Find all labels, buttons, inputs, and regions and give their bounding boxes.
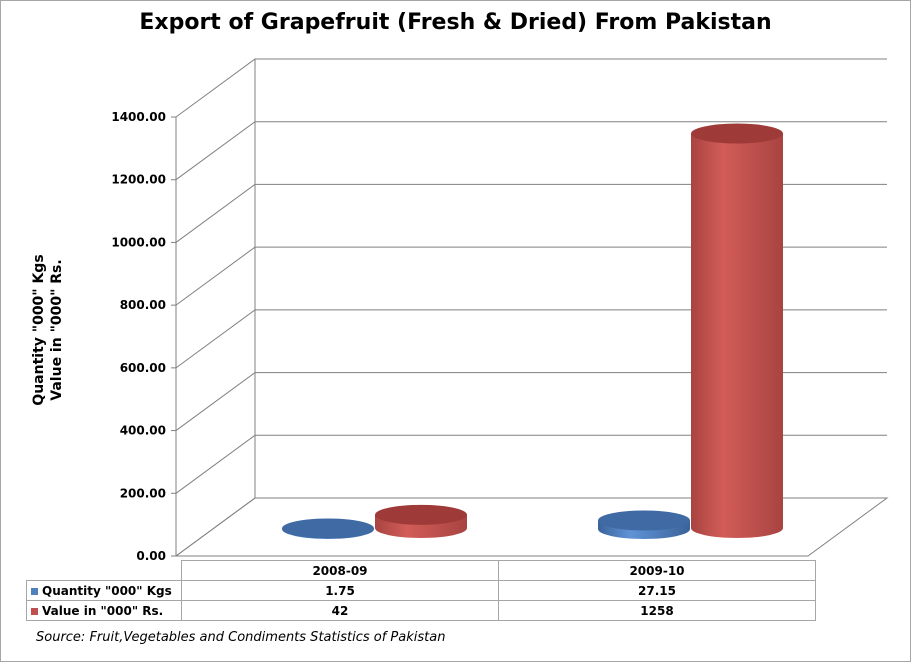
y-tick-label: 200.00 (120, 486, 166, 500)
data-table-header-row: 2008-09 2009-10 (26, 560, 816, 581)
y-tick-label: 400.00 (120, 424, 166, 438)
bar-top (598, 510, 690, 531)
bar (691, 123, 783, 538)
y-tick-label: 1400.00 (111, 110, 166, 124)
data-table-row: Value in "000" Rs. 42 1258 (26, 600, 816, 621)
data-table: 2008-09 2009-10 Quantity "000" Kgs 1.75 … (26, 560, 816, 621)
legend-swatch (31, 587, 38, 595)
bar-top (691, 123, 783, 144)
data-cell: 42 (181, 600, 499, 621)
legend-entry-value: Value in "000" Rs. (26, 600, 182, 621)
legend-entry-quantity: Quantity "000" Kgs (26, 580, 182, 601)
legend-swatch (31, 607, 38, 615)
chart-title: Export of Grapefruit (Fresh & Dried) Fro… (139, 10, 772, 35)
data-table-corner (26, 560, 182, 581)
y-tick-label: 800.00 (120, 298, 166, 312)
gridline (175, 58, 887, 118)
data-cell: 1.75 (181, 580, 499, 601)
data-cell: 1258 (498, 600, 816, 621)
series-name: Value in "000" Rs. (42, 603, 164, 618)
series-name: Quantity "000" Kgs (42, 583, 172, 598)
bar-body (691, 133, 783, 528)
y-tick-label: 1200.00 (111, 173, 166, 187)
category-label: 2008-09 (181, 560, 499, 581)
bar-top (375, 504, 467, 525)
bar-top (282, 518, 374, 539)
bar (598, 510, 690, 539)
y-tick-label: 600.00 (120, 361, 166, 375)
y-tick-label: 1000.00 (111, 235, 166, 249)
bar (375, 504, 467, 538)
source-note: Source: Fruit,Vegetables and Condiments … (36, 630, 446, 645)
data-table-row: Quantity "000" Kgs 1.75 27.15 (26, 580, 816, 601)
y-tick-label: 0.00 (136, 549, 166, 563)
data-cell: 27.15 (498, 580, 816, 601)
bar (282, 518, 374, 539)
category-label: 2009-10 (498, 560, 816, 581)
